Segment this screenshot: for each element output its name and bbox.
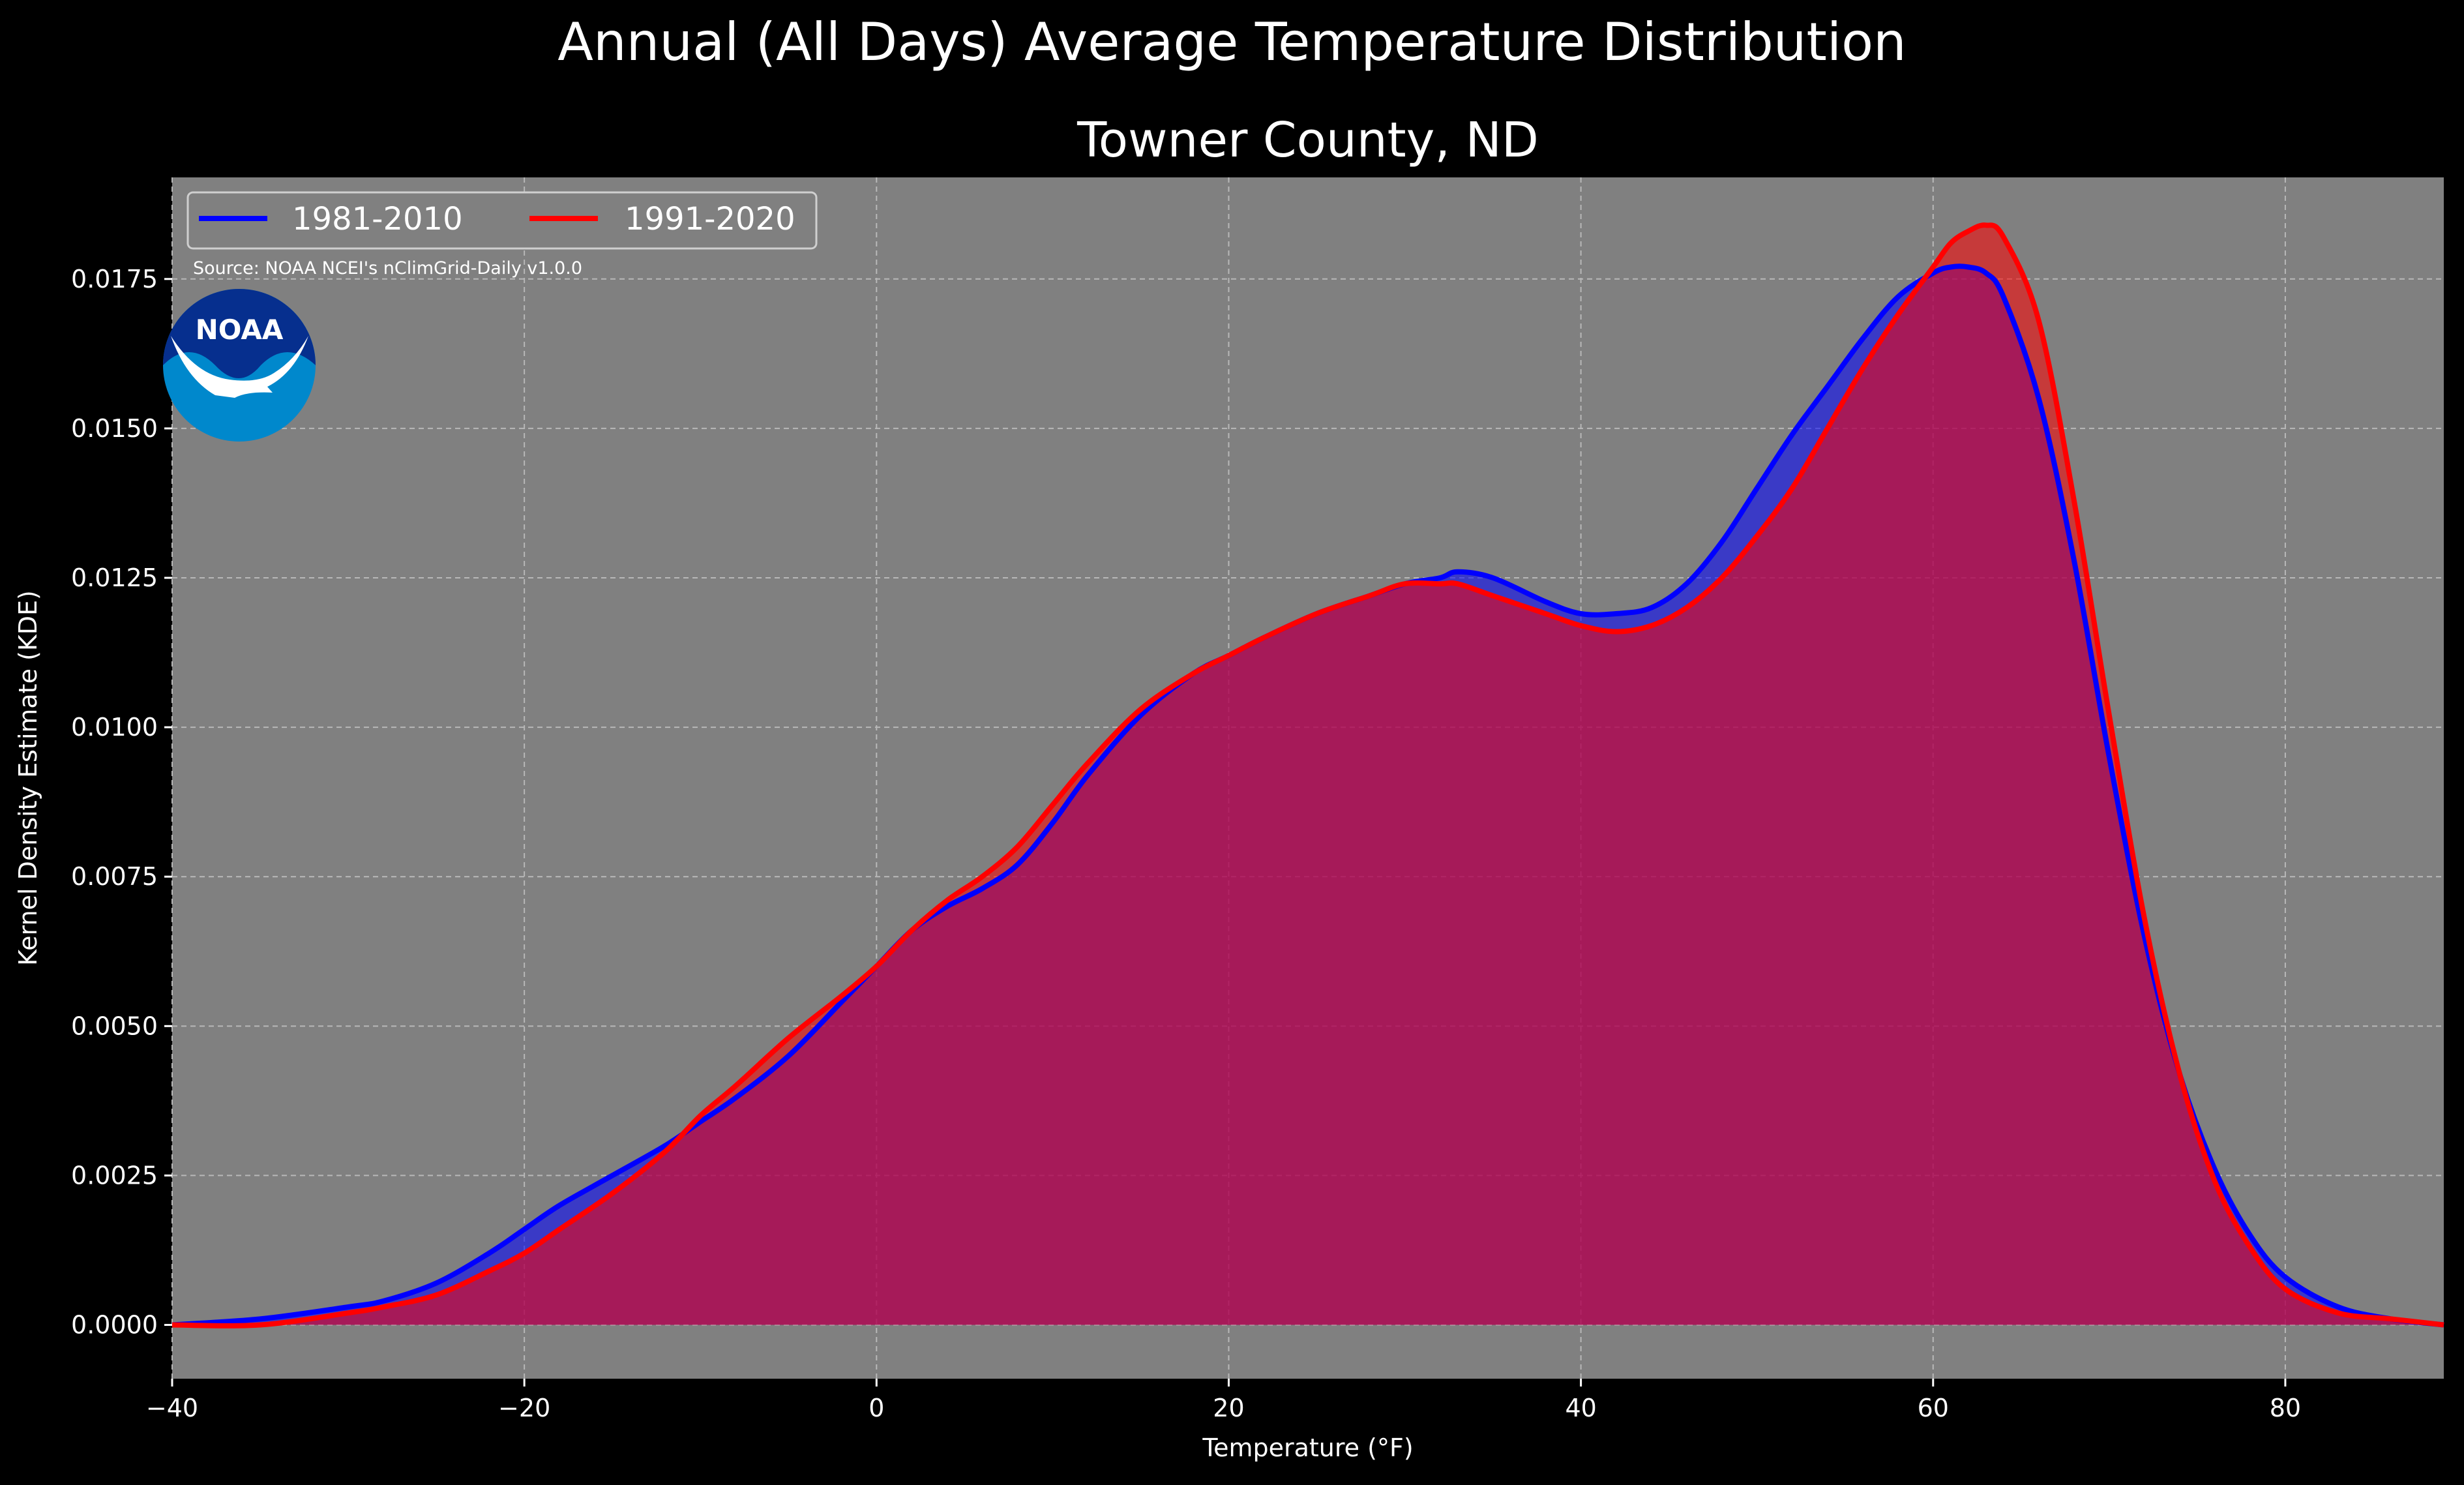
y-tick-label: 0.0100	[71, 713, 158, 742]
x-tick-label: −20	[498, 1394, 550, 1422]
x-tick-label: 60	[1918, 1394, 1949, 1422]
x-tick-label: 40	[1565, 1394, 1596, 1422]
y-tick-label: 0.0125	[71, 563, 158, 592]
x-axis-ticks: −40 −20 0 20 40 60 80	[146, 1379, 2301, 1422]
area-1991-2020	[172, 225, 2444, 1326]
y-axis-label: Kernel Density Estimate (KDE)	[14, 590, 42, 966]
noaa-logo: NOAA	[163, 289, 316, 442]
legend-label-1981: 1981-2010	[292, 201, 463, 237]
chart-title: Towner County, ND	[1077, 112, 1539, 168]
legend-label-1991: 1991-2020	[625, 201, 795, 237]
y-tick-label: 0.0000	[71, 1311, 158, 1340]
source-note: Source: NOAA NCEI's nClimGrid-Daily v1.0…	[193, 258, 582, 278]
y-tick-label: 0.0075	[71, 862, 158, 891]
x-tick-label: −40	[146, 1394, 198, 1422]
density-lines	[171, 222, 2444, 1328]
y-tick-label: 0.0150	[71, 414, 158, 443]
x-tick-label: 20	[1213, 1394, 1244, 1422]
legend-box	[186, 191, 818, 250]
y-tick-label: 0.0025	[71, 1161, 158, 1190]
figure-title: Annual (All Days) Average Temperature Di…	[557, 12, 1907, 72]
density-areas	[172, 225, 2444, 1326]
x-tick-label: 0	[868, 1394, 884, 1422]
x-tick-label: 80	[2270, 1394, 2301, 1422]
y-tick-label: 0.0050	[71, 1012, 158, 1040]
y-tick-label: 0.0175	[71, 265, 158, 293]
x-axis-label: Temperature (°F)	[1202, 1433, 1413, 1462]
noaa-logo-text: NOAA	[196, 314, 284, 346]
line-1991-2020	[171, 222, 2444, 1328]
legend: 1981-2010 1991-2020	[186, 191, 818, 250]
y-axis-ticks: 0.0000 0.0025 0.0050 0.0075 0.0100 0.0125 0.01…	[71, 265, 172, 1340]
